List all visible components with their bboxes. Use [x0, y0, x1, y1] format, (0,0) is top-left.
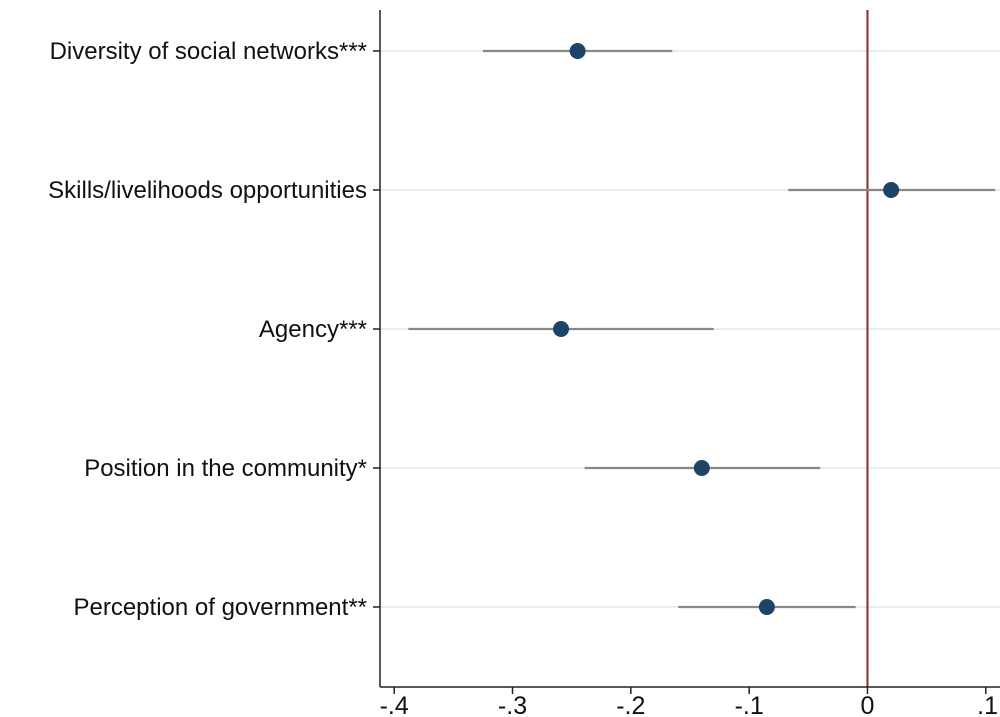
point-estimates: [553, 43, 900, 615]
x-axis-ticks: [393, 687, 987, 694]
point-estimate-marker: [693, 460, 710, 476]
y-axis-labels: Diversity of social networks*** Skills/li…: [48, 38, 367, 621]
x-tick-label: 0: [861, 692, 875, 717]
point-estimate-marker: [569, 43, 586, 59]
x-axis-labels: -.4 -.3 -.2 -.1 0 .1: [380, 692, 998, 717]
category-label: Diversity of social networks***: [50, 38, 367, 65]
x-tick-label: -.3: [498, 692, 527, 717]
x-tick-label: -.1: [735, 692, 764, 717]
y-axis-ticks: [373, 50, 380, 608]
point-estimate-marker: [553, 321, 570, 337]
category-label: Agency***: [259, 316, 367, 343]
category-label: Perception of government**: [73, 594, 367, 621]
point-estimate-marker: [758, 599, 775, 615]
x-tick-label: -.2: [616, 692, 645, 717]
point-estimate-marker: [883, 182, 900, 198]
category-label: Skills/livelihoods opportunities: [48, 177, 367, 204]
x-tick-label: .1: [977, 692, 998, 717]
x-tick-label: -.4: [380, 692, 409, 717]
category-label: Position in the community*: [84, 455, 367, 482]
